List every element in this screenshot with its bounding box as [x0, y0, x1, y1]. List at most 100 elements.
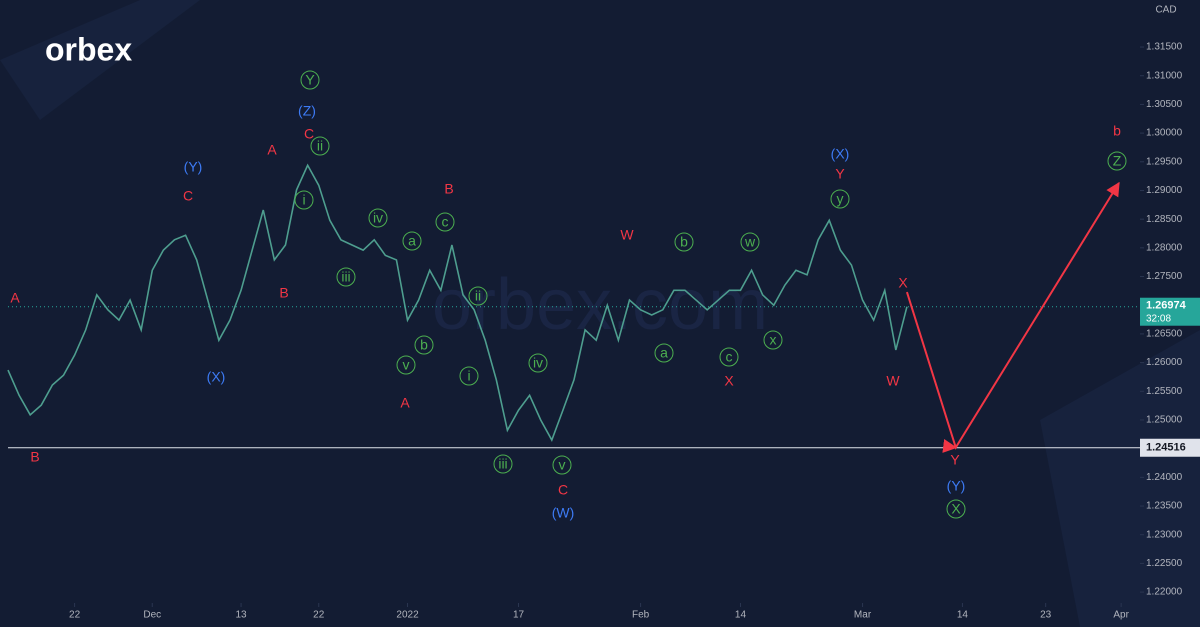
wave-label: Z: [1113, 153, 1122, 169]
wave-label: v: [403, 357, 410, 373]
wave-label: b: [1113, 123, 1121, 139]
wave-label: A: [10, 290, 20, 306]
wave-label: C: [558, 482, 568, 498]
y-tick-label: 1.31500: [1146, 42, 1183, 53]
currency-label: CAD: [1155, 5, 1176, 16]
wave-label: b: [420, 337, 428, 353]
wave-label: y: [837, 191, 844, 207]
wave-label: (X): [831, 146, 850, 162]
wave-label: A: [267, 142, 277, 158]
x-tick-label: Feb: [632, 610, 650, 621]
wave-label: (X): [207, 369, 226, 385]
wave-label: c: [726, 349, 733, 365]
forecast-path: [905, 181, 1120, 453]
wave-circle: [396, 355, 416, 375]
wave-label: W: [620, 227, 634, 243]
wave-circle: [528, 353, 548, 373]
wave-circle: [459, 366, 479, 386]
y-tick-label: 1.25500: [1146, 386, 1183, 397]
y-tick-label: 1.31000: [1146, 70, 1183, 81]
y-tick-label: 1.22000: [1146, 587, 1183, 598]
wave-circle: [435, 212, 455, 232]
wave-label: i: [467, 368, 470, 384]
current-price-label: 1.26974: [1146, 300, 1187, 312]
wave-circle: [740, 232, 760, 252]
wave-label: iii: [498, 456, 507, 472]
wave-label: X: [724, 373, 734, 389]
wave-circle: [402, 231, 422, 251]
x-tick-label: Mar: [854, 610, 872, 621]
x-tick-label: 22: [313, 610, 325, 621]
y-tick-label: 1.30000: [1146, 128, 1183, 139]
y-tick-label: 1.26500: [1146, 329, 1183, 340]
wave-circle: [763, 330, 783, 350]
wave-label: X: [951, 501, 961, 517]
y-tick-label: 1.25000: [1146, 415, 1183, 426]
countdown-label: 32:08: [1146, 313, 1171, 324]
y-tick-label: 1.22500: [1146, 558, 1183, 569]
x-tick-label: 22: [69, 610, 81, 621]
x-tick-label: 2022: [396, 610, 419, 621]
x-tick-label: 13: [235, 610, 247, 621]
wave-circle: [310, 136, 330, 156]
wave-label: ii: [317, 138, 323, 154]
y-tick-label: 1.28000: [1146, 242, 1183, 253]
plot: 1.22000 1.22500 1.23000 1.23500 1.24000 1.250…: [7, 42, 1200, 621]
wave-circle: [493, 454, 513, 474]
wave-label: b: [680, 234, 688, 250]
current-price-box: [1140, 297, 1200, 326]
wave-label: a: [660, 345, 668, 361]
wave-circle: [654, 343, 674, 363]
y-tick-label: 1.29500: [1146, 156, 1183, 167]
price-line: [7, 163, 908, 442]
y-tick-label: 1.24000: [1146, 472, 1183, 483]
x-tick-label: Apr: [1113, 610, 1129, 621]
wave-label: (Y): [947, 478, 966, 494]
y-tick-label: 1.28500: [1146, 214, 1183, 225]
wave-label: W: [886, 373, 900, 389]
brand-logo: orbex: [45, 31, 132, 67]
wave-circle: [674, 232, 694, 252]
wave-circle: [468, 286, 488, 306]
wave-label: (W): [552, 505, 575, 521]
y-tick-label: 1.23500: [1146, 501, 1183, 512]
wave-label: B: [30, 449, 39, 465]
wave-label: a: [408, 233, 416, 249]
wave-label: (Z): [298, 103, 316, 119]
x-tick-label: 14: [735, 610, 747, 621]
wave-circle: [336, 267, 356, 287]
wave-circle: [719, 347, 739, 367]
wave-circle: [300, 70, 320, 90]
wave-label: iv: [373, 210, 383, 226]
wave-label: (Y): [184, 159, 203, 175]
wave-label: B: [279, 285, 288, 301]
decor: [0, 0, 200, 120]
wave-label: iv: [533, 355, 543, 371]
wave-label: C: [183, 188, 193, 204]
wave-circle: [552, 455, 572, 475]
wave-circle: [368, 208, 388, 228]
x-tick-label: 14: [957, 610, 969, 621]
x-tick-label: 23: [1040, 610, 1052, 621]
wave-label: iii: [341, 269, 350, 285]
y-tick-label: 1.27500: [1146, 271, 1183, 282]
wave-circle: [294, 190, 314, 210]
wave-label: ii: [475, 288, 481, 304]
wave-circle: [414, 335, 434, 355]
level-label-box: [1140, 438, 1200, 457]
y-tick-label: 1.29000: [1146, 185, 1183, 196]
wave-label: i: [302, 192, 305, 208]
y-tick-label: 1.23000: [1146, 529, 1183, 540]
wave-label: x: [770, 332, 777, 348]
x-tick-label: 17: [513, 610, 525, 621]
wave-label: Y: [835, 166, 845, 182]
y-tick-label: 1.30500: [1146, 99, 1183, 110]
wave-label: B: [444, 181, 453, 197]
wave-label: X: [898, 275, 908, 291]
wave-label: Y: [305, 72, 315, 88]
level-label: 1.24516: [1146, 442, 1186, 454]
wave-circle: [1107, 151, 1127, 171]
y-tick-label: 1.26000: [1146, 357, 1183, 368]
wave-label: A: [400, 395, 410, 411]
